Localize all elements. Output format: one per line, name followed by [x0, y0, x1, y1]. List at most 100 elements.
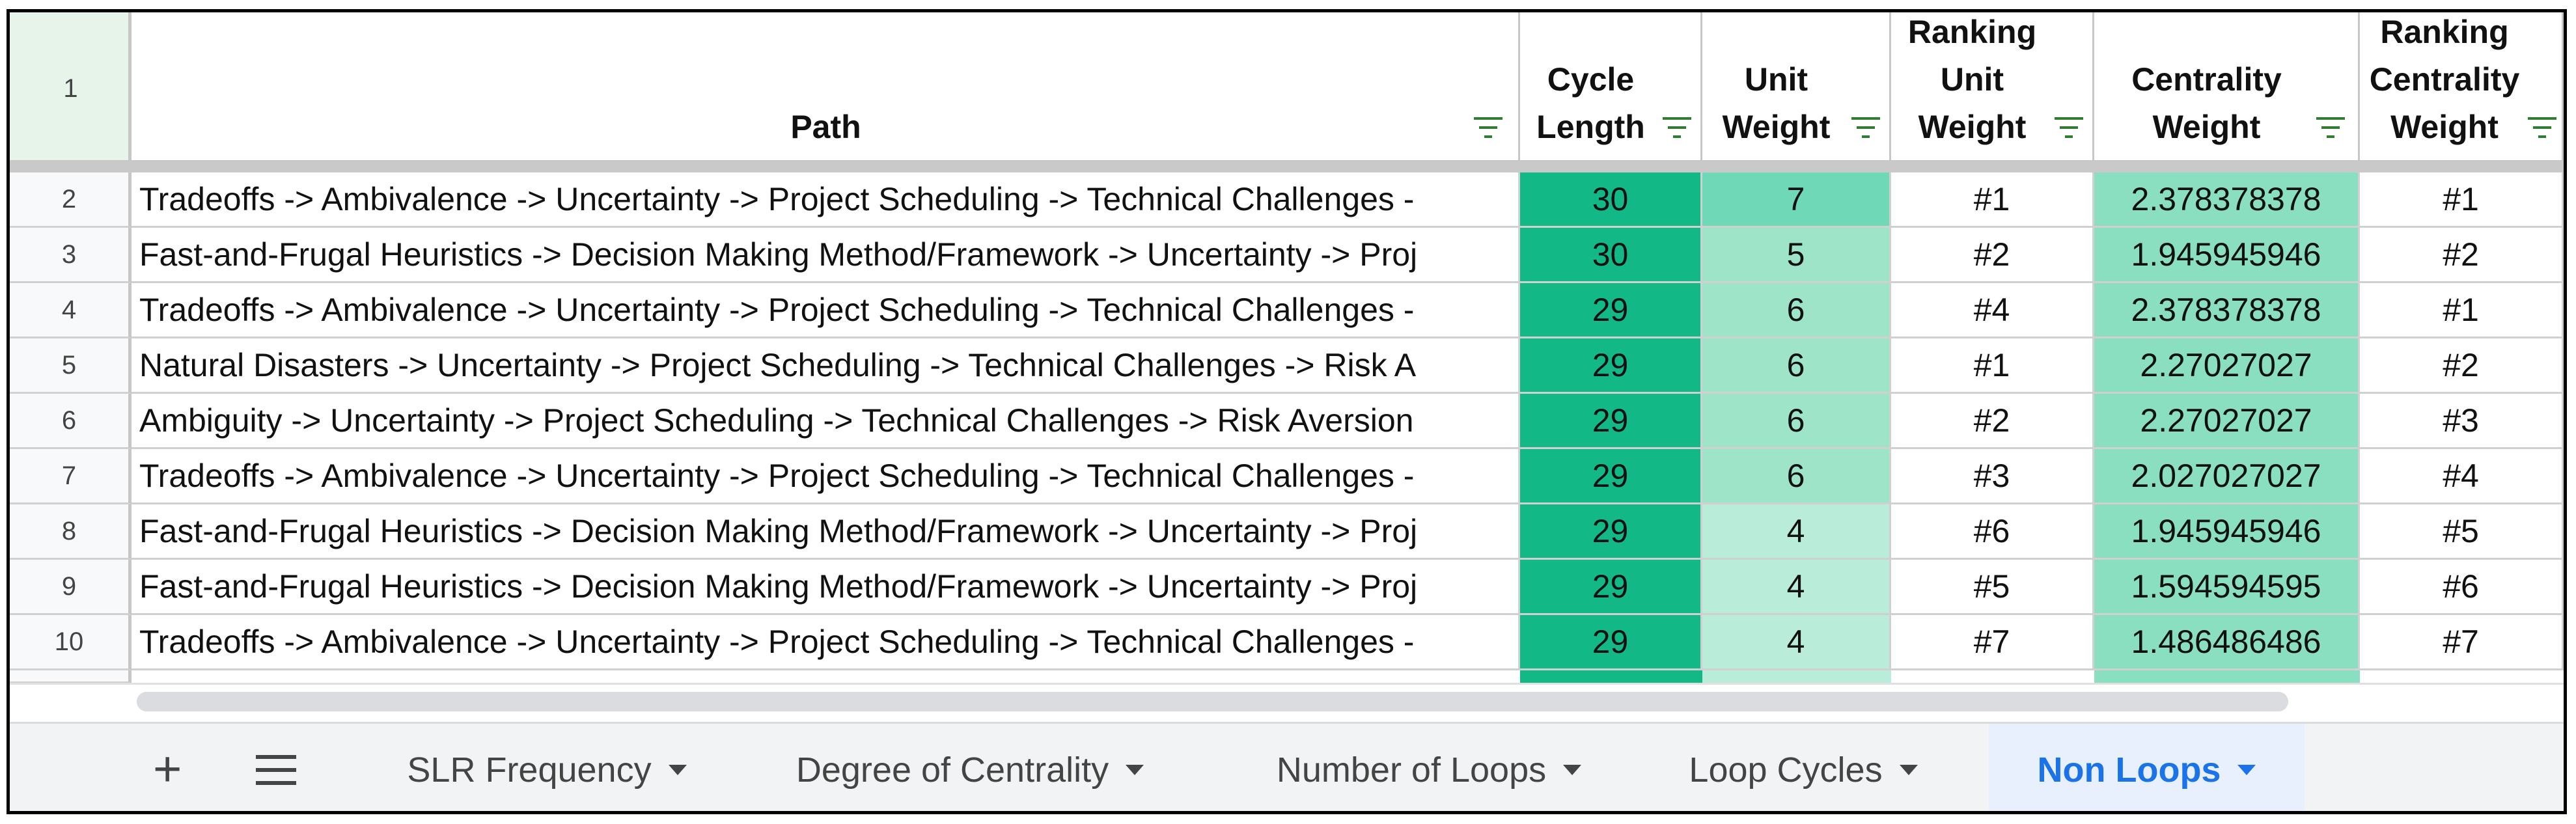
sheet-tab-label: Loop Cycles	[1689, 750, 1883, 790]
header-label-ranking-centrality-weight: Ranking Centrality Weight	[2369, 14, 2520, 145]
row-header[interactable]: 7	[10, 449, 132, 504]
all-sheets-menu-icon[interactable]	[256, 755, 296, 785]
cell-path[interactable]: Fast-and-Frugal Heuristics -> Decision M…	[132, 228, 1520, 283]
spreadsheet-window: 1 Path Cycle Length Unit Weight Ranking …	[7, 9, 2567, 814]
cell-ranking-centrality-weight[interactable]: #7	[2360, 615, 2564, 670]
sheet-tab-label: Degree of Centrality	[796, 750, 1109, 790]
cell-ranking-centrality-weight[interactable]: #1	[2360, 172, 2564, 228]
cell-ranking-centrality-weight[interactable]: #2	[2360, 338, 2564, 394]
add-sheet-button[interactable]: +	[153, 741, 182, 797]
cell-ranking-unit-weight[interactable]: #1	[1891, 172, 2094, 228]
filter-icon[interactable]	[1851, 117, 1880, 139]
sheet-tab[interactable]: Non Loops	[1989, 724, 2305, 811]
cell-unit-weight[interactable]: 4	[1702, 615, 1891, 670]
horizontal-scrollbar-thumb[interactable]	[137, 692, 2288, 711]
cell-ranking-unit-weight[interactable]: #7	[1891, 615, 2094, 670]
cell-path[interactable]: Natural Disasters -> Uncertainty -> Proj…	[132, 338, 1520, 394]
row-header[interactable]	[10, 670, 132, 683]
row-header-1[interactable]: 1	[10, 12, 132, 162]
chevron-down-icon[interactable]	[2237, 765, 2256, 775]
cell-partial[interactable]	[2094, 670, 2360, 683]
row-header[interactable]: 9	[10, 560, 132, 615]
cell-centrality-weight[interactable]: 2.378378378	[2094, 283, 2360, 338]
cell-unit-weight[interactable]: 6	[1702, 283, 1891, 338]
frozen-row-divider[interactable]	[10, 162, 2564, 172]
cell-ranking-unit-weight[interactable]: #1	[1891, 338, 2094, 394]
cell-path[interactable]: Tradeoffs -> Ambivalence -> Uncertainty …	[132, 615, 1520, 670]
cell-ranking-unit-weight[interactable]: #2	[1891, 228, 2094, 283]
cell-unit-weight[interactable]: 4	[1702, 504, 1891, 560]
cell-ranking-centrality-weight[interactable]: #3	[2360, 394, 2564, 449]
row-header[interactable]: 8	[10, 504, 132, 560]
cell-unit-weight[interactable]: 5	[1702, 228, 1891, 283]
column-header-cycle-length[interactable]: Cycle Length	[1520, 12, 1702, 162]
cell-cycle-length[interactable]: 29	[1520, 504, 1702, 560]
cell-cycle-length[interactable]: 29	[1520, 615, 1702, 670]
cell-ranking-unit-weight[interactable]: #2	[1891, 394, 2094, 449]
cell-path[interactable]: Fast-and-Frugal Heuristics -> Decision M…	[132, 560, 1520, 615]
cell-centrality-weight[interactable]: 1.945945946	[2094, 228, 2360, 283]
cell-unit-weight[interactable]: 7	[1702, 172, 1891, 228]
column-header-centrality-weight[interactable]: Centrality Weight	[2094, 12, 2360, 162]
cell-cycle-length[interactable]: 30	[1520, 172, 1702, 228]
cell-centrality-weight[interactable]: 2.378378378	[2094, 172, 2360, 228]
cell-cycle-length[interactable]: 30	[1520, 228, 1702, 283]
cell-ranking-centrality-weight[interactable]: #4	[2360, 449, 2564, 504]
row-header[interactable]: 4	[10, 283, 132, 338]
cell-ranking-unit-weight[interactable]: #3	[1891, 449, 2094, 504]
cell-ranking-unit-weight[interactable]: #5	[1891, 560, 2094, 615]
cell-ranking-centrality-weight[interactable]: #5	[2360, 504, 2564, 560]
cell-partial[interactable]	[1702, 670, 1891, 683]
cell-centrality-weight[interactable]: 2.27027027	[2094, 338, 2360, 394]
sheet-tab[interactable]: Degree of Centrality	[762, 724, 1178, 811]
cell-unit-weight[interactable]: 6	[1702, 449, 1891, 504]
cell-centrality-weight[interactable]: 2.27027027	[2094, 394, 2360, 449]
chevron-down-icon[interactable]	[1899, 765, 1918, 775]
header-label-cycle-length: Cycle Length	[1536, 61, 1645, 145]
column-header-unit-weight[interactable]: Unit Weight	[1702, 12, 1891, 162]
column-header-ranking-centrality-weight[interactable]: Ranking Centrality Weight	[2360, 12, 2564, 162]
row-header[interactable]: 2	[10, 172, 132, 228]
cell-partial[interactable]	[1520, 670, 1702, 683]
cell-ranking-unit-weight[interactable]: #4	[1891, 283, 2094, 338]
cell-cycle-length[interactable]: 29	[1520, 394, 1702, 449]
cell-cycle-length[interactable]: 29	[1520, 283, 1702, 338]
cell-ranking-centrality-weight[interactable]: #1	[2360, 283, 2564, 338]
column-header-ranking-unit-weight[interactable]: Ranking Unit Weight	[1891, 12, 2094, 162]
chevron-down-icon[interactable]	[1563, 765, 1582, 775]
column-header-path[interactable]: Path	[132, 12, 1520, 162]
row-header[interactable]: 5	[10, 338, 132, 394]
cell-centrality-weight[interactable]: 2.027027027	[2094, 449, 2360, 504]
cell-ranking-unit-weight[interactable]: #6	[1891, 504, 2094, 560]
cell-cycle-length[interactable]: 29	[1520, 338, 1702, 394]
cell-path[interactable]: Tradeoffs -> Ambivalence -> Uncertainty …	[132, 172, 1520, 228]
cell-centrality-weight[interactable]: 1.594594595	[2094, 560, 2360, 615]
sheet-tab[interactable]: SLR Frequency	[365, 724, 729, 811]
cell-ranking-centrality-weight[interactable]: #2	[2360, 228, 2564, 283]
filter-icon[interactable]	[1474, 117, 1503, 139]
sheet-tab[interactable]: Loop Cycles	[1673, 724, 1933, 811]
row-header[interactable]: 10	[10, 615, 132, 670]
row-header[interactable]: 3	[10, 228, 132, 283]
sheet-tab-label: SLR Frequency	[407, 750, 652, 790]
cell-cycle-length[interactable]: 29	[1520, 449, 1702, 504]
cell-cycle-length[interactable]: 29	[1520, 560, 1702, 615]
cell-centrality-weight[interactable]: 1.486486486	[2094, 615, 2360, 670]
cell-centrality-weight[interactable]: 1.945945946	[2094, 504, 2360, 560]
chevron-down-icon[interactable]	[1126, 765, 1144, 775]
chevron-down-icon[interactable]	[668, 765, 687, 775]
cell-ranking-centrality-weight[interactable]: #6	[2360, 560, 2564, 615]
filter-icon[interactable]	[2528, 117, 2556, 139]
cell-path[interactable]: Tradeoffs -> Ambivalence -> Uncertainty …	[132, 449, 1520, 504]
filter-icon[interactable]	[1663, 117, 1691, 139]
row-header[interactable]: 6	[10, 394, 132, 449]
cell-path[interactable]: Tradeoffs -> Ambivalence -> Uncertainty …	[132, 283, 1520, 338]
cell-unit-weight[interactable]: 6	[1702, 338, 1891, 394]
cell-unit-weight[interactable]: 4	[1702, 560, 1891, 615]
cell-path[interactable]: Ambiguity -> Uncertainty -> Project Sche…	[132, 394, 1520, 449]
filter-icon[interactable]	[2316, 117, 2345, 139]
cell-path[interactable]: Fast-and-Frugal Heuristics -> Decision M…	[132, 504, 1520, 560]
sheet-tab[interactable]: Number of Loops	[1247, 724, 1611, 811]
cell-unit-weight[interactable]: 6	[1702, 394, 1891, 449]
filter-icon[interactable]	[2055, 117, 2083, 139]
